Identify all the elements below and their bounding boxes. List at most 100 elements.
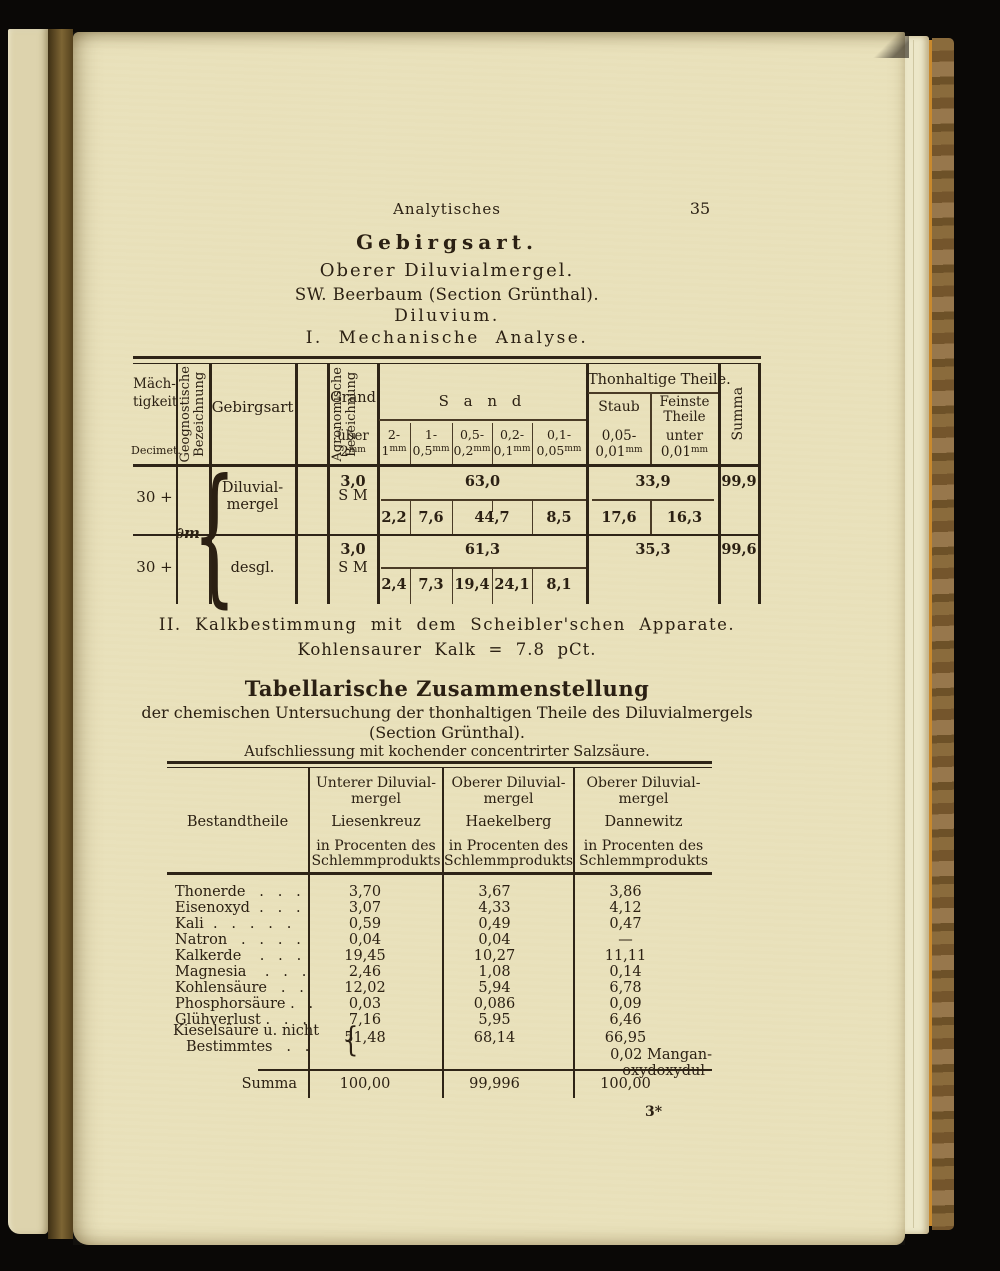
t1-header-grand: Grand — [330, 390, 376, 406]
t2-row-label: Kohlensäure . . — [175, 980, 304, 996]
mm-unit: mm — [348, 445, 366, 455]
t1-row2-sand-v5: 8,1 — [546, 576, 572, 593]
t2-summa-v1: 100,00 — [339, 1076, 391, 1092]
t1-header-feinste-1: Feinste — [659, 394, 710, 410]
t1-row1-sand-v4: 8,5 — [546, 509, 572, 526]
t1-vline-maechtigkeit — [176, 364, 178, 604]
t1-sand-col3-top: 0,5- — [459, 427, 485, 442]
t1-sand-col3-bottom: 0,2mm — [453, 443, 491, 458]
t1-header-summa: Summa — [729, 387, 746, 441]
t2-col3-line2: mergel — [618, 791, 669, 807]
t1-row1-sand-tick — [492, 501, 494, 512]
t1-row2-sand-v2: 7,3 — [418, 576, 444, 593]
t1-row2-sand-v3: 19,4 — [454, 576, 490, 593]
t1-row1-maechtigkeit: 30 + — [136, 488, 173, 506]
t1-header-bottom-rule — [133, 464, 761, 467]
t1-row1-staub-feinste-div — [650, 501, 652, 534]
t2-row-v2: 0,04 — [478, 932, 511, 948]
t1-sand-col4-bottom: 0,1mm — [493, 443, 531, 458]
t1-header-maechtigkeit-2: tigkeit — [133, 394, 178, 410]
t2-row-v3: 0,47 — [609, 916, 642, 932]
t1-row2-sand-div1 — [410, 569, 412, 604]
t1-row2-thon-total: 35,3 — [635, 541, 671, 558]
t2-vline-1 — [308, 768, 310, 1098]
t2-row-v1: 3,70 — [348, 884, 382, 900]
t2-kiesel-label-2: Bestimmtes . . — [186, 1039, 310, 1055]
t1-row1-sand-halfrule — [381, 499, 586, 501]
t1-header-maechtigkeit-unit: Decimet. — [131, 444, 181, 457]
heading-table2-sub1: der chemischen Untersuchung der thonhalt… — [141, 703, 753, 722]
t1-row1-agronomisch: S M — [338, 488, 368, 504]
t1-row1-staub: 17,6 — [601, 509, 637, 526]
t1-row2-sand-div3 — [492, 569, 494, 604]
t1-row1-sand-total: 63,0 — [464, 473, 501, 490]
heading-kalkbestimmung: II. Kalkbestimmung mit dem Scheibler'sch… — [158, 615, 736, 634]
heading-oberer-diluvialmergel: Oberer Diluvialmergel. — [319, 260, 575, 281]
t2-row-v1: 3,07 — [348, 900, 382, 916]
t1-sand-col2-top: 1- — [424, 427, 438, 442]
t2-top-rule-thick — [167, 761, 712, 764]
page-corner-shadow — [869, 32, 909, 58]
t1-sand-col5-bottom: 0,05mm — [536, 443, 582, 458]
t1-row1-sand-div4 — [532, 501, 534, 534]
t1-row1-gebirgsart-1: Diluvial- — [221, 480, 284, 496]
t2-row-v1: 0,04 — [348, 932, 382, 948]
t1-header-staub-sub2: 0,01mm — [595, 444, 643, 460]
t2-kiesel-v2: 68,14 — [473, 1030, 516, 1046]
t2-row-v3: — — [618, 932, 633, 948]
t1-row2-sand-halfrule — [381, 567, 586, 569]
t1-header-thon-group: Thonhaltige Theile. — [588, 372, 731, 388]
mm-unit: mm — [389, 444, 407, 454]
t2-summa-label: Summa — [241, 1076, 297, 1092]
t1-sand-div4-header — [532, 423, 534, 464]
t1-sand-col5-top: 0,1- — [546, 427, 572, 442]
t2-kiesel-v1: 51,48 — [344, 1030, 386, 1046]
t1-sand-underline — [379, 419, 586, 421]
t2-kiesel-v3-note1: 0,02 Mangan- — [610, 1047, 712, 1063]
page-crease — [913, 40, 914, 1228]
t1-thon-underline — [588, 392, 718, 394]
t2-row-label: Kalkerde . . . — [175, 948, 302, 964]
t1-vline-sand-thon — [586, 364, 589, 604]
t1-vline-summa — [718, 364, 721, 604]
signature-mark: 3* — [645, 1104, 663, 1120]
t1-header-feinste-sub2: 0,01mm — [660, 444, 709, 460]
mm-unit: mm — [513, 444, 531, 454]
t1-header-grand-sub1: über — [337, 428, 369, 444]
t2-kiesel-brace: { — [343, 1020, 359, 1060]
t2-kiesel-label-1: Kieselsäure u. nicht — [173, 1023, 320, 1039]
t1-vline-agronomische — [327, 364, 330, 604]
t1-row1-gebirgsart-2: mergel — [226, 497, 279, 513]
t1-row2-summa: 99,6 — [721, 541, 757, 558]
t2-row-v1: 7,16 — [348, 1012, 382, 1028]
t1-row2-sand-v4: 24,1 — [494, 576, 530, 593]
t2-kiesel-v3-note2: oxydoxydul — [622, 1063, 705, 1079]
t2-row-v3: 0,09 — [609, 996, 642, 1012]
mm-unit: mm — [690, 445, 709, 455]
t1-row1-thon-total: 33,9 — [635, 473, 671, 490]
heading-gebirgsart: Gebirgsart. — [356, 230, 538, 254]
t1-sand-div3-header — [492, 423, 494, 464]
t2-row-v1: 12,02 — [344, 980, 386, 996]
t2-header-bottom-rule — [167, 872, 712, 875]
t2-row-v3: 6,46 — [609, 1012, 642, 1028]
t2-row-v2: 10,27 — [473, 948, 516, 964]
t1-row2-sand-div4 — [532, 569, 534, 604]
t2-header-bestandtheile: Bestandtheile — [186, 814, 289, 830]
t1-row1-thon-halfrule — [592, 499, 714, 501]
t2-row-label: Kali . . . . . — [175, 916, 292, 932]
t2-row-label: Thonerde . . . — [175, 884, 301, 900]
t2-row-v3: 0,14 — [609, 964, 642, 980]
t1-top-rule-thin — [133, 363, 761, 364]
t2-row-v2: 1,08 — [478, 964, 511, 980]
t1-vline-grand — [377, 364, 380, 604]
t2-row-label: Eisenoxyd . . . — [175, 900, 301, 916]
t1-top-rule-thick — [133, 356, 761, 359]
t1-row1-summa: 99,9 — [721, 473, 757, 490]
heading-beerbaum: SW. Beerbaum (Section Grünthal). — [294, 285, 600, 304]
t1-vline-geognostische — [209, 364, 212, 604]
t1-header-maechtigkeit-1: Mäch- — [133, 376, 176, 392]
t2-summa-v2: 99,996 — [469, 1076, 520, 1092]
t1-row1-sand-v3: 44,7 — [474, 509, 510, 526]
